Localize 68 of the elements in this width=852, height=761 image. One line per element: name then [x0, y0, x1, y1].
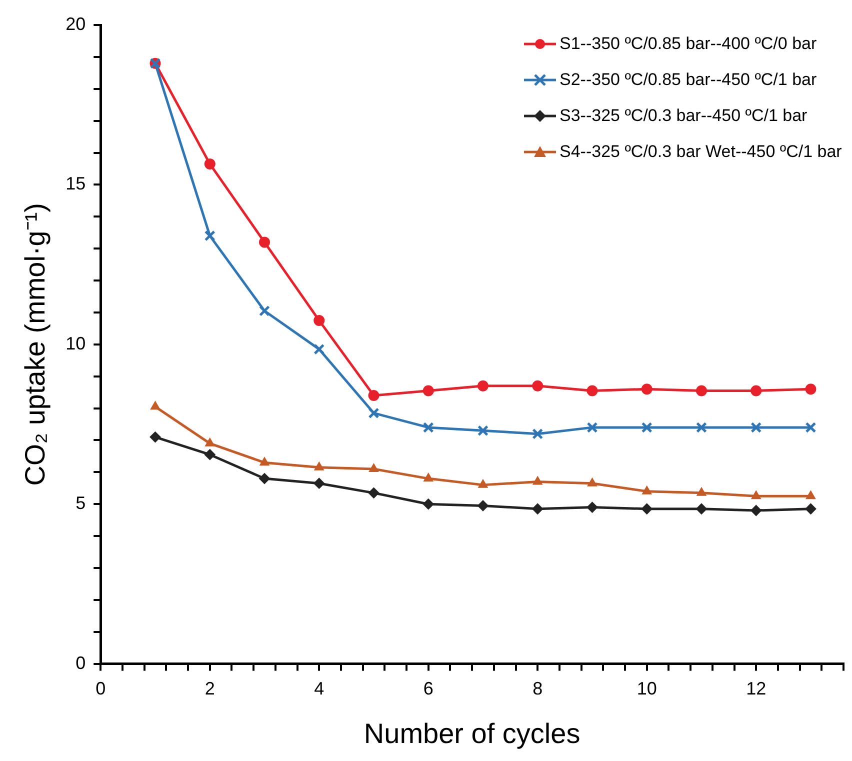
x-tick-label: 0	[96, 678, 106, 699]
point	[586, 422, 598, 433]
point	[532, 428, 544, 440]
point	[205, 438, 215, 446]
point	[587, 478, 598, 486]
legend-label: S1--350 ºC/0.85 bar--400 ºC/0 bar	[560, 34, 817, 53]
point	[532, 380, 544, 392]
point	[806, 490, 816, 500]
point	[368, 487, 380, 498]
x-tick-label: 2	[204, 678, 215, 699]
point	[258, 473, 270, 484]
point	[424, 473, 434, 482]
point	[751, 490, 761, 500]
y-axis-title: CO₂ uptake (mmol·g⁻¹)	[20, 202, 51, 486]
point	[422, 385, 434, 396]
point	[532, 503, 544, 514]
point	[642, 486, 652, 494]
x-tick-label: 4	[314, 678, 324, 699]
point	[477, 380, 488, 392]
point	[477, 425, 488, 436]
point	[314, 462, 324, 470]
point	[422, 422, 434, 433]
point	[696, 487, 706, 496]
x-tick-label: 8	[532, 678, 543, 699]
point	[805, 422, 816, 433]
x-tick-label: 6	[423, 678, 434, 699]
point	[478, 479, 488, 488]
y-tick-label: 15	[66, 174, 86, 194]
point	[150, 401, 160, 410]
x-tick-label: 12	[746, 678, 766, 699]
point	[150, 432, 161, 443]
legend-label: S3--325 ºC/0.3 bar--450 ºC/1 bar	[560, 106, 808, 125]
point	[805, 384, 816, 395]
point	[422, 498, 434, 510]
point	[258, 236, 270, 248]
point	[586, 502, 598, 513]
point	[204, 449, 216, 460]
point	[641, 384, 652, 395]
y-tick-label: 0	[76, 652, 86, 673]
x-tick-label: 10	[636, 678, 657, 699]
point	[368, 463, 379, 472]
point	[696, 503, 707, 514]
point	[204, 158, 216, 170]
point	[314, 314, 325, 326]
point	[314, 344, 325, 355]
point	[750, 385, 762, 396]
point	[750, 504, 762, 516]
legend-label: S2--350 ºC/0.85 bar--450 ºC/1 bar	[560, 70, 817, 89]
legend-label: S4--325 ºC/0.3 bar Wet--450 ºC/1 bar	[560, 142, 842, 161]
x-axis-title: Number of cycles	[364, 718, 580, 749]
point	[368, 390, 380, 402]
point	[368, 408, 380, 419]
point	[696, 385, 707, 396]
y-tick-label: 20	[66, 14, 86, 34]
point	[532, 476, 542, 485]
y-tick-label: 10	[66, 333, 86, 354]
point	[641, 503, 652, 514]
point	[750, 422, 762, 433]
point	[805, 503, 816, 514]
point	[259, 305, 270, 316]
point	[477, 500, 488, 512]
point	[314, 478, 325, 489]
point	[641, 422, 652, 433]
point	[260, 457, 270, 466]
y-tick-label: 5	[76, 493, 86, 514]
point	[586, 385, 598, 396]
point	[204, 230, 216, 242]
point	[696, 422, 707, 433]
